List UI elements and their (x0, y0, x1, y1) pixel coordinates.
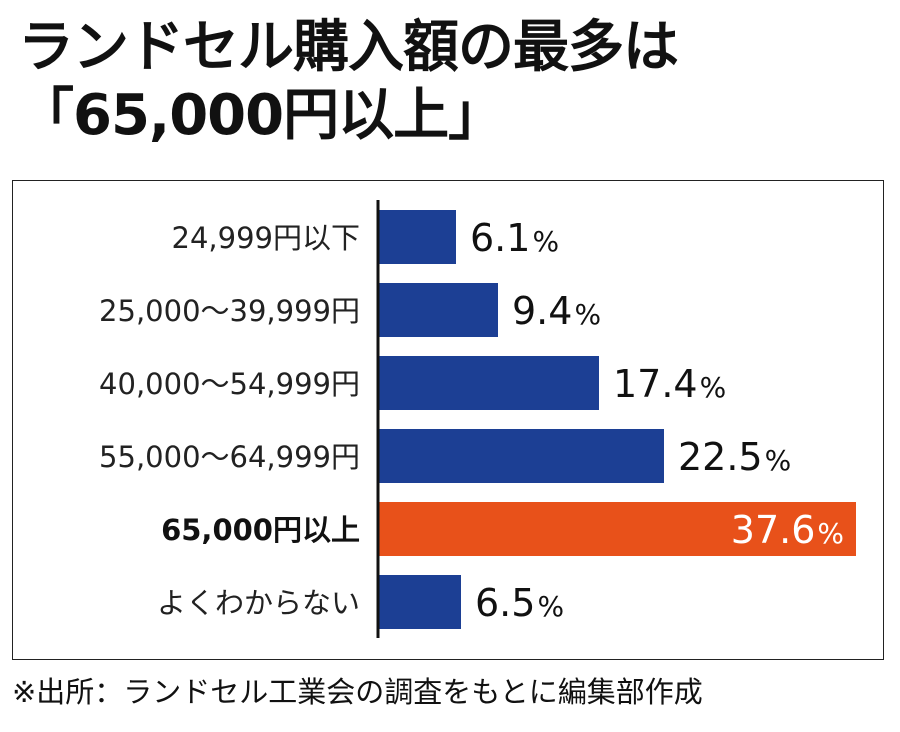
chart-title: ランドセル購入額の最多は 「65,000円以上」 (18, 14, 878, 150)
category-label-3: 40,000～54,999円 (99, 367, 360, 401)
value-label-2: 9.4% (512, 289, 601, 333)
value-label-6: 6.5% (475, 581, 564, 625)
bar-6 (378, 575, 461, 629)
value-label-4: 22.5% (678, 435, 791, 479)
bar-4 (378, 429, 664, 483)
category-label-1: 24,999円以下 (172, 221, 360, 255)
source-note: ※出所：ランドセル工業会の調査をもとに編集部作成 (12, 675, 703, 709)
value-label-5: 37.6% (731, 508, 844, 552)
chart-frame (12, 180, 884, 660)
bar-5 (378, 502, 856, 556)
chart-title-line-1: ランドセル購入額の最多は (18, 15, 679, 80)
category-label-4: 55,000～64,999円 (99, 440, 360, 474)
category-label-2: 25,000～39,999円 (99, 294, 360, 328)
bar-1 (378, 210, 456, 264)
bar-2 (378, 283, 498, 337)
category-label-6: よくわからない (157, 586, 360, 620)
value-label-1: 6.1% (470, 216, 559, 260)
bar-3 (378, 356, 599, 410)
value-label-3: 17.4% (613, 362, 726, 406)
category-label-5: 65,000円以上 (161, 513, 360, 547)
chart-title-line-2: 「65,000円以上」 (18, 83, 504, 148)
